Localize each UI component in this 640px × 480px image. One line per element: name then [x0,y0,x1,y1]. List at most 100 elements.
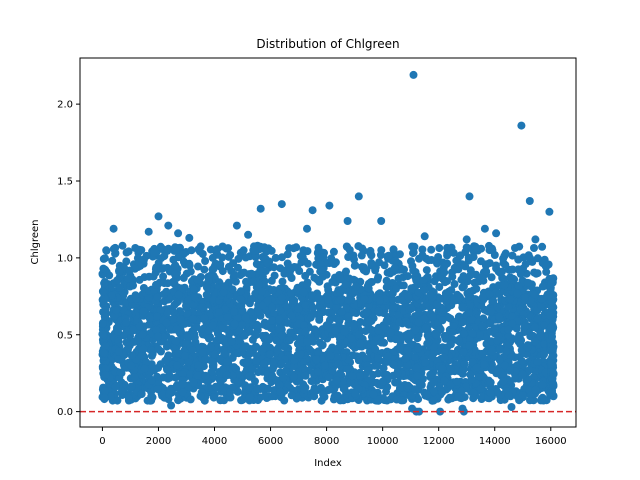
data-point [286,289,295,298]
data-point [510,374,519,383]
data-point [227,337,236,346]
data-point [303,338,312,346]
data-point [248,365,257,374]
data-point [99,287,108,296]
data-point [493,336,502,345]
data-point [259,344,268,353]
data-point [472,284,481,293]
x-tick-label: 0 [99,436,105,447]
data-point [101,364,110,373]
data-point [438,316,447,325]
data-point [354,242,363,251]
data-point [525,366,534,375]
data-point [111,382,120,391]
data-point [508,319,517,328]
data-point [252,356,261,365]
data-point [246,349,254,358]
data-point [264,335,273,343]
data-point [537,395,546,404]
data-point [322,321,331,330]
data-point [478,293,487,302]
data-point [428,312,437,321]
data-point [150,249,159,257]
data-point [547,298,556,307]
data-point [377,338,386,347]
data-point [231,277,240,286]
data-point [238,306,247,315]
data-point [207,343,216,352]
data-point [99,264,108,273]
data-point [456,293,465,302]
data-point [250,246,259,255]
data-point [238,321,247,330]
data-point [453,257,462,266]
data-point [352,282,360,291]
data-point [241,313,250,322]
y-tick-label: 1.5 [57,177,73,188]
data-point [399,281,408,290]
data-point [531,366,540,375]
data-point [236,287,245,296]
data-point [542,262,551,271]
data-point [288,296,297,304]
data-point [147,351,156,360]
data-point [139,307,148,316]
data-point [530,323,539,332]
data-point [129,281,137,290]
data-point [415,379,424,388]
data-point [286,266,295,275]
data-point [248,277,257,286]
data-point [228,285,237,294]
data-point [336,296,345,304]
data-point [412,276,421,285]
data-point [419,276,428,285]
data-point [374,354,382,363]
data-point [101,370,110,379]
data-point [268,392,277,401]
data-point [145,272,154,281]
data-point [328,366,337,375]
data-point [222,357,231,366]
data-point [277,359,286,368]
y-tick-label: 2.0 [57,100,73,111]
data-point [189,378,198,387]
data-point [276,306,285,315]
data-point [223,313,232,321]
data-point [520,322,529,331]
data-point [127,361,136,370]
outlier-point [415,407,424,416]
data-point [252,260,261,268]
data-point [546,311,555,320]
data-point [200,265,209,274]
outlier-points-layer [109,70,554,416]
data-point [239,246,248,255]
data-point [428,353,437,362]
data-point [485,290,494,299]
data-point [174,253,183,262]
data-point [310,325,319,334]
data-point [478,349,487,358]
data-point [365,317,374,326]
data-point [157,254,166,263]
outlier-point [144,227,153,236]
data-point [531,337,540,346]
data-point [444,313,453,322]
data-point [209,264,218,273]
data-point [208,253,217,262]
data-point [262,247,271,256]
data-point [336,275,345,284]
data-point [166,386,175,395]
data-point [504,391,513,400]
data-point [164,351,173,360]
data-point [164,244,173,253]
data-point [348,372,357,381]
data-point [530,244,538,252]
data-point [438,388,447,397]
data-point [436,294,444,303]
data-point [115,267,124,276]
data-point [538,242,547,251]
data-point [100,294,109,303]
data-point [422,266,431,275]
data-point [518,391,527,400]
data-point [269,263,278,272]
